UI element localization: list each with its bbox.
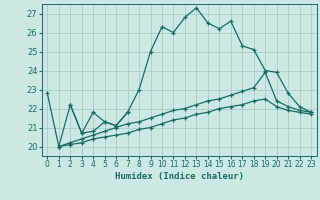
X-axis label: Humidex (Indice chaleur): Humidex (Indice chaleur) xyxy=(115,172,244,181)
